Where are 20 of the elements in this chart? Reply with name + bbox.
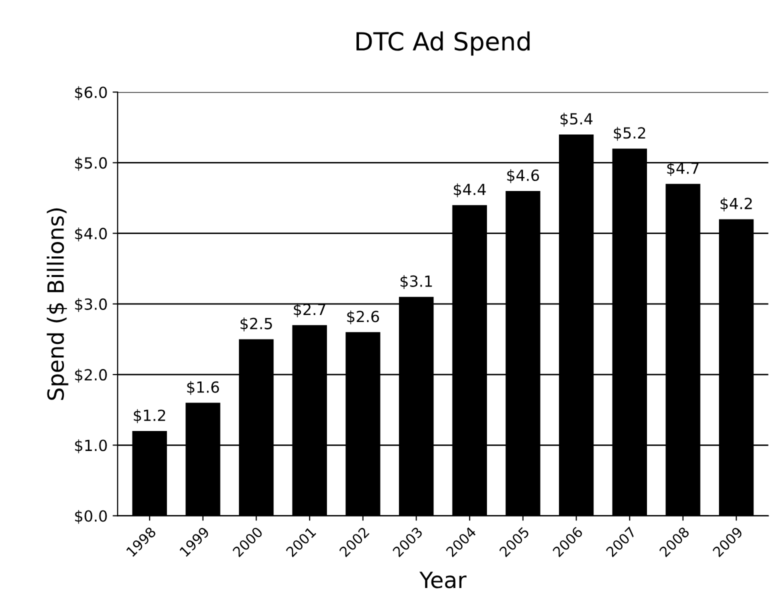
data-label: $2.6 xyxy=(347,310,379,324)
data-label: $5.4 xyxy=(560,112,592,127)
y-axis-title: Spend ($ Billions) xyxy=(46,208,68,400)
y-tick-label: $2.0 xyxy=(75,368,107,383)
data-label: $3.1 xyxy=(400,275,432,289)
data-label: $1.6 xyxy=(187,381,219,395)
y-tick-label: $5.0 xyxy=(75,156,107,171)
chart-title: DTC Ad Spend xyxy=(356,31,530,56)
y-tick-label: $0.0 xyxy=(75,510,107,524)
data-label: $2.5 xyxy=(240,318,272,332)
y-tick-label: $6.0 xyxy=(75,86,107,100)
data-label: $4.4 xyxy=(454,183,486,198)
y-tick-label: $4.0 xyxy=(75,228,107,242)
y-tick-label: $1.0 xyxy=(75,439,107,454)
x-axis-title: Year xyxy=(419,572,466,588)
data-label: $5.2 xyxy=(614,126,646,141)
data-label: $4.2 xyxy=(720,197,752,212)
data-label: $4.6 xyxy=(507,169,540,184)
data-label: $1.2 xyxy=(134,409,166,424)
y-tick-label: $3.0 xyxy=(75,298,107,312)
